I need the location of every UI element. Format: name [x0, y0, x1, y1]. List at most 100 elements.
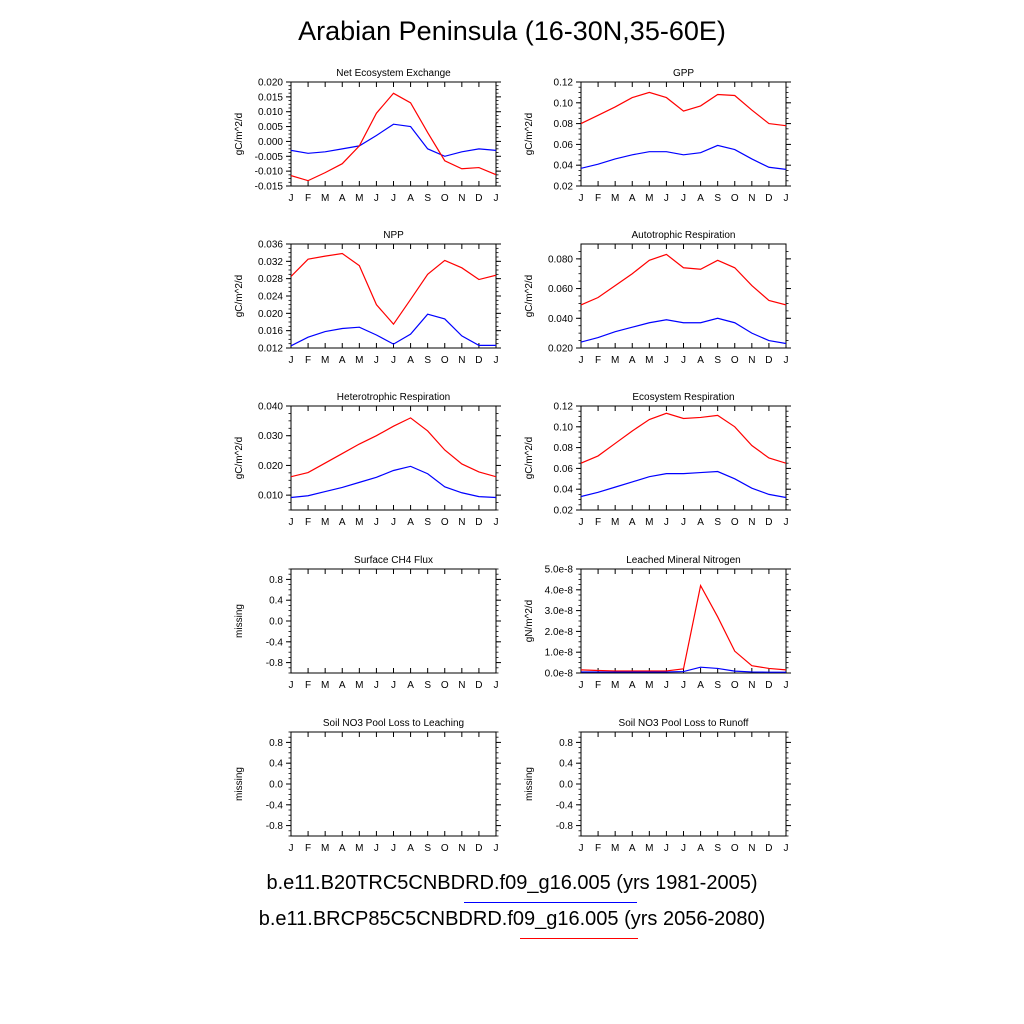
- x-tick-label: O: [441, 193, 449, 204]
- y-tick-label: 0.04: [554, 485, 574, 496]
- y-tick-label: 0.04: [554, 161, 574, 172]
- x-tick-label: J: [494, 193, 499, 204]
- y-tick-label: 0.016: [258, 326, 283, 337]
- x-tick-label: S: [714, 517, 721, 528]
- y-tick-label: 0.0: [269, 617, 283, 628]
- x-tick-label: F: [595, 517, 601, 528]
- x-tick-label: J: [494, 843, 499, 854]
- series-line-future: [291, 417, 496, 478]
- plot-frame: [290, 731, 497, 837]
- y-tick-label: 0.0: [269, 780, 283, 791]
- series-line-historical: [581, 666, 786, 673]
- x-tick-label: J: [391, 517, 396, 528]
- x-tick-label: M: [611, 193, 619, 204]
- panel-title: Autotrophic Respiration: [632, 230, 736, 241]
- x-tick-label: D: [765, 517, 772, 528]
- x-tick-label: J: [681, 517, 686, 528]
- y-tick-label: 0.0: [559, 780, 573, 791]
- y-tick-label: 0.8: [269, 738, 283, 749]
- y-tick-label: 0.020: [258, 309, 283, 320]
- y-tick-label: 0.040: [258, 402, 283, 413]
- x-tick-label: M: [355, 680, 363, 691]
- x-tick-label: D: [475, 517, 482, 528]
- x-tick-label: D: [475, 843, 482, 854]
- x-tick-label: J: [579, 193, 584, 204]
- x-tick-label: J: [681, 843, 686, 854]
- x-tick-label: D: [475, 680, 482, 691]
- panel-title: Surface CH4 Flux: [354, 555, 433, 566]
- x-tick-label: M: [355, 843, 363, 854]
- y-tick-label: 0.005: [258, 122, 283, 133]
- x-tick-label: J: [664, 355, 669, 366]
- y-tick-label: 0.032: [258, 257, 283, 268]
- x-tick-label: J: [374, 843, 379, 854]
- series-line-future: [291, 252, 496, 326]
- x-tick-label: J: [289, 517, 294, 528]
- x-tick-label: M: [611, 843, 619, 854]
- x-tick-label: D: [765, 680, 772, 691]
- x-tick-label: J: [579, 843, 584, 854]
- y-tick-label: 0.12: [554, 78, 574, 89]
- y-axis-label: gC/m^2/d: [234, 275, 245, 318]
- x-tick-label: F: [595, 193, 601, 204]
- x-tick-label: F: [305, 355, 311, 366]
- x-tick-label: M: [321, 843, 329, 854]
- y-tick-label: 0.0e-8: [545, 669, 574, 680]
- panel-title: GPP: [673, 68, 694, 79]
- y-tick-label: 0.12: [554, 402, 574, 413]
- x-tick-label: O: [441, 843, 449, 854]
- panel-soil-no3-pool-loss-to-leaching: Soil NO3 Pool Loss to Leaching -0.8 -0.4 0.…: [234, 718, 501, 854]
- x-tick-label: O: [441, 680, 449, 691]
- x-tick-label: F: [595, 843, 601, 854]
- x-tick-label: J: [681, 193, 686, 204]
- x-tick-label: M: [321, 680, 329, 691]
- x-tick-label: D: [765, 843, 772, 854]
- x-tick-label: D: [475, 193, 482, 204]
- x-tick-label: J: [681, 355, 686, 366]
- x-tick-label: A: [629, 680, 636, 691]
- panel-title: Ecosystem Respiration: [632, 392, 734, 403]
- y-tick-label: -0.4: [266, 800, 284, 811]
- y-axis-label: gN/m^2/d: [524, 600, 535, 643]
- x-tick-label: A: [697, 843, 704, 854]
- y-axis-label: missing: [234, 604, 245, 638]
- y-tick-label: 0.060: [548, 284, 573, 295]
- y-tick-label: -0.4: [266, 637, 284, 648]
- x-tick-label: N: [748, 517, 755, 528]
- y-tick-label: 0.06: [554, 464, 574, 475]
- y-tick-label: 0.8: [269, 575, 283, 586]
- panel-title: Soil NO3 Pool Loss to Leaching: [323, 718, 464, 729]
- x-tick-label: A: [407, 517, 414, 528]
- panel-soil-no3-pool-loss-to-runoff: Soil NO3 Pool Loss to Runoff -0.8 -0.4 0.0 0…: [524, 718, 791, 854]
- x-tick-label: N: [458, 843, 465, 854]
- plot-frame: [580, 81, 787, 187]
- x-tick-label: N: [748, 355, 755, 366]
- x-tick-label: J: [664, 680, 669, 691]
- x-tick-label: A: [339, 355, 346, 366]
- x-tick-label: A: [629, 193, 636, 204]
- x-tick-label: J: [784, 680, 789, 691]
- x-tick-label: A: [407, 843, 414, 854]
- panel-heterotrophic-respiration: Heterotrophic Respiration 0.010 0.020 0.030…: [234, 392, 501, 528]
- y-tick-label: -0.005: [255, 152, 284, 163]
- x-tick-label: J: [579, 355, 584, 366]
- x-tick-label: F: [305, 517, 311, 528]
- x-tick-label: O: [731, 843, 739, 854]
- x-tick-label: J: [374, 517, 379, 528]
- plot-frame: [290, 81, 497, 187]
- plot-frame: [290, 568, 497, 674]
- panel-title: Heterotrophic Respiration: [337, 392, 450, 403]
- x-tick-label: O: [731, 517, 739, 528]
- series-line-historical: [581, 144, 786, 170]
- y-tick-label: 2.0e-8: [545, 627, 574, 638]
- panel-title: Soil NO3 Pool Loss to Runoff: [619, 718, 749, 729]
- x-tick-label: J: [374, 355, 379, 366]
- x-tick-label: A: [339, 517, 346, 528]
- y-tick-label: 0.010: [258, 107, 283, 118]
- y-tick-label: 4.0e-8: [545, 585, 574, 596]
- series-line-future: [581, 412, 786, 464]
- x-tick-label: F: [305, 680, 311, 691]
- x-tick-label: J: [494, 680, 499, 691]
- y-tick-label: 0.080: [548, 254, 573, 265]
